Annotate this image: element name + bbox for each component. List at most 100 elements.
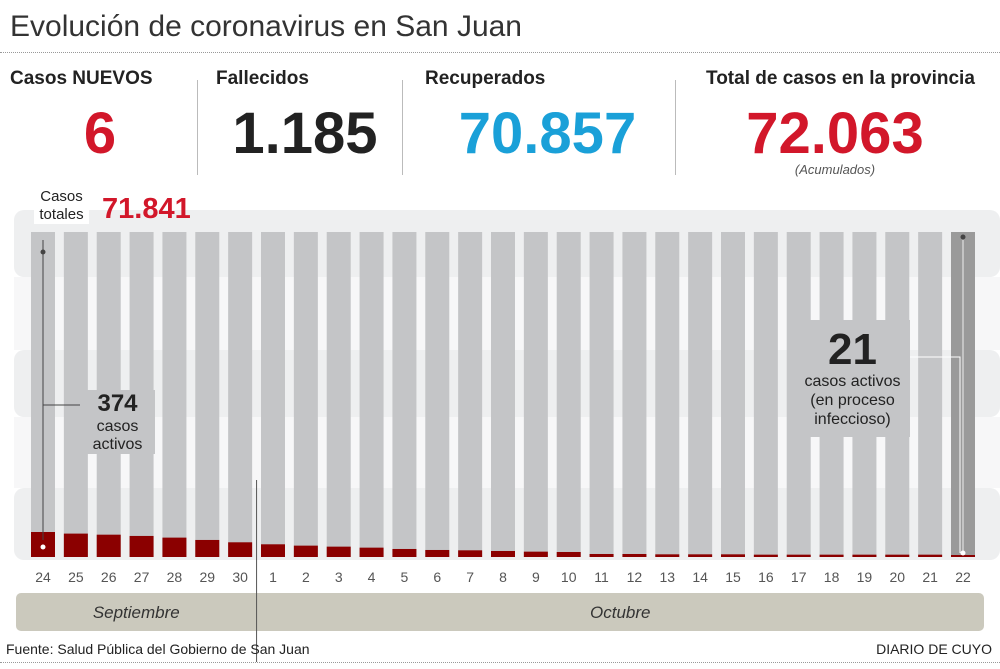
x-tick-label: 3 <box>335 569 343 585</box>
active-cases-bar <box>458 550 483 557</box>
x-tick-label: 4 <box>368 569 376 585</box>
active-cases-bar <box>162 537 187 557</box>
total-cases-bar <box>753 232 778 557</box>
total-cases-bar <box>523 232 548 557</box>
total-value: 72.063 <box>746 101 924 166</box>
total-cases-bar <box>918 232 943 557</box>
x-tick-label: 7 <box>466 569 474 585</box>
total-cases-bar <box>228 232 253 557</box>
divider <box>197 80 198 175</box>
active-cases-bar <box>359 547 384 557</box>
x-tick-label: 12 <box>627 569 643 585</box>
page-title: Evolución de coronavirus en San Juan <box>10 10 522 43</box>
month-label: Septiembre <box>93 603 180 622</box>
end-active-label: casos activos (en proceso infeccioso) <box>804 373 901 428</box>
active-cases-bar <box>392 548 417 557</box>
marker-dot <box>40 249 46 255</box>
divider <box>0 662 1000 663</box>
active-cases-bar <box>655 554 680 557</box>
new-cases-label: Casos NUEVOS <box>10 68 153 89</box>
total-cases-bar <box>622 232 647 557</box>
x-tick-label: 13 <box>659 569 675 585</box>
x-tick-label: 28 <box>167 569 183 585</box>
x-tick-label: 22 <box>955 569 971 585</box>
x-tick-label: 2 <box>302 569 310 585</box>
total-cases-bar <box>655 232 680 557</box>
start-total-label: Casos totales <box>34 188 89 224</box>
x-tick-label: 26 <box>101 569 117 585</box>
total-cases-bar <box>425 232 450 557</box>
total-cases-bar <box>162 232 187 557</box>
total-label: Total de casos en la provincia <box>706 68 975 89</box>
x-tick-label: 30 <box>232 569 248 585</box>
x-tick-label: 8 <box>499 569 507 585</box>
active-cases-bar <box>688 554 713 557</box>
x-tick-label: 20 <box>889 569 905 585</box>
total-cases-bar <box>359 232 384 557</box>
divider <box>402 80 403 175</box>
total-cases-bar <box>392 232 417 557</box>
deaths-value: 1.185 <box>232 101 378 166</box>
active-cases-bar <box>63 533 88 557</box>
active-cases-bar <box>721 554 745 557</box>
total-cases-bar <box>688 232 713 557</box>
recovered-value: 70.857 <box>458 101 637 166</box>
end-active-value: 21 <box>828 325 877 374</box>
total-cases-bar <box>589 232 614 557</box>
active-cases-bar <box>622 553 647 557</box>
new-cases-value: 6 <box>83 101 117 166</box>
total-cases-bar <box>293 232 318 557</box>
leader-line <box>910 356 961 553</box>
deaths-label: Fallecidos <box>216 68 309 89</box>
active-cases-bar <box>326 546 351 557</box>
total-cases-bar <box>195 232 220 557</box>
active-cases-bar <box>96 534 121 557</box>
total-cases-bar <box>721 232 745 557</box>
x-tick-label: 1 <box>269 569 277 585</box>
active-cases-bar <box>293 545 318 557</box>
active-cases-bar <box>589 553 614 557</box>
start-active-annotation: 374 casos activos <box>80 390 155 454</box>
total-cases-bar <box>556 232 581 557</box>
x-tick-label: 16 <box>758 569 774 585</box>
active-cases-bar <box>228 542 253 557</box>
marker-dot <box>960 550 966 556</box>
x-tick-label: 14 <box>692 569 708 585</box>
month-label: Octubre <box>590 603 650 622</box>
x-tick-label: 6 <box>433 569 441 585</box>
x-tick-label: 25 <box>68 569 84 585</box>
total-cases-bar <box>261 232 285 557</box>
active-cases-bar <box>129 535 154 557</box>
marker-dot <box>960 234 966 240</box>
active-cases-bar <box>819 554 844 557</box>
recovered-label: Recuperados <box>425 68 546 89</box>
total-cases-bar <box>458 232 483 557</box>
x-tick-label: 21 <box>922 569 938 585</box>
x-tick-label: 29 <box>199 569 215 585</box>
brand: DIARIO DE CUYO <box>876 641 992 657</box>
x-tick-label: 27 <box>134 569 150 585</box>
x-tick-label: 11 <box>594 569 609 585</box>
start-active-value: 374 <box>97 390 138 417</box>
active-cases-bar <box>195 539 220 557</box>
active-cases-bar <box>523 551 548 557</box>
x-tick-label: 24 <box>35 569 51 585</box>
x-tick-label: 17 <box>791 569 807 585</box>
end-active-annotation: 21 casos activos (en proceso infeccioso) <box>795 320 910 437</box>
active-cases-bar <box>885 554 910 557</box>
total-note: (Acumulados) <box>794 162 876 177</box>
active-cases-bar <box>918 554 943 557</box>
active-cases-bar <box>425 549 450 557</box>
x-tick-label: 9 <box>532 569 540 585</box>
active-cases-bar <box>852 554 877 557</box>
start-total-value: 71.841 <box>102 193 191 225</box>
x-tick-label: 19 <box>857 569 873 585</box>
start-active-label: casos activos <box>92 418 143 453</box>
x-tick-label: 5 <box>401 569 409 585</box>
divider <box>675 80 676 175</box>
x-tick-label: 18 <box>824 569 840 585</box>
month-band <box>16 593 984 631</box>
marker-dot <box>40 544 46 550</box>
divider <box>0 52 1000 53</box>
